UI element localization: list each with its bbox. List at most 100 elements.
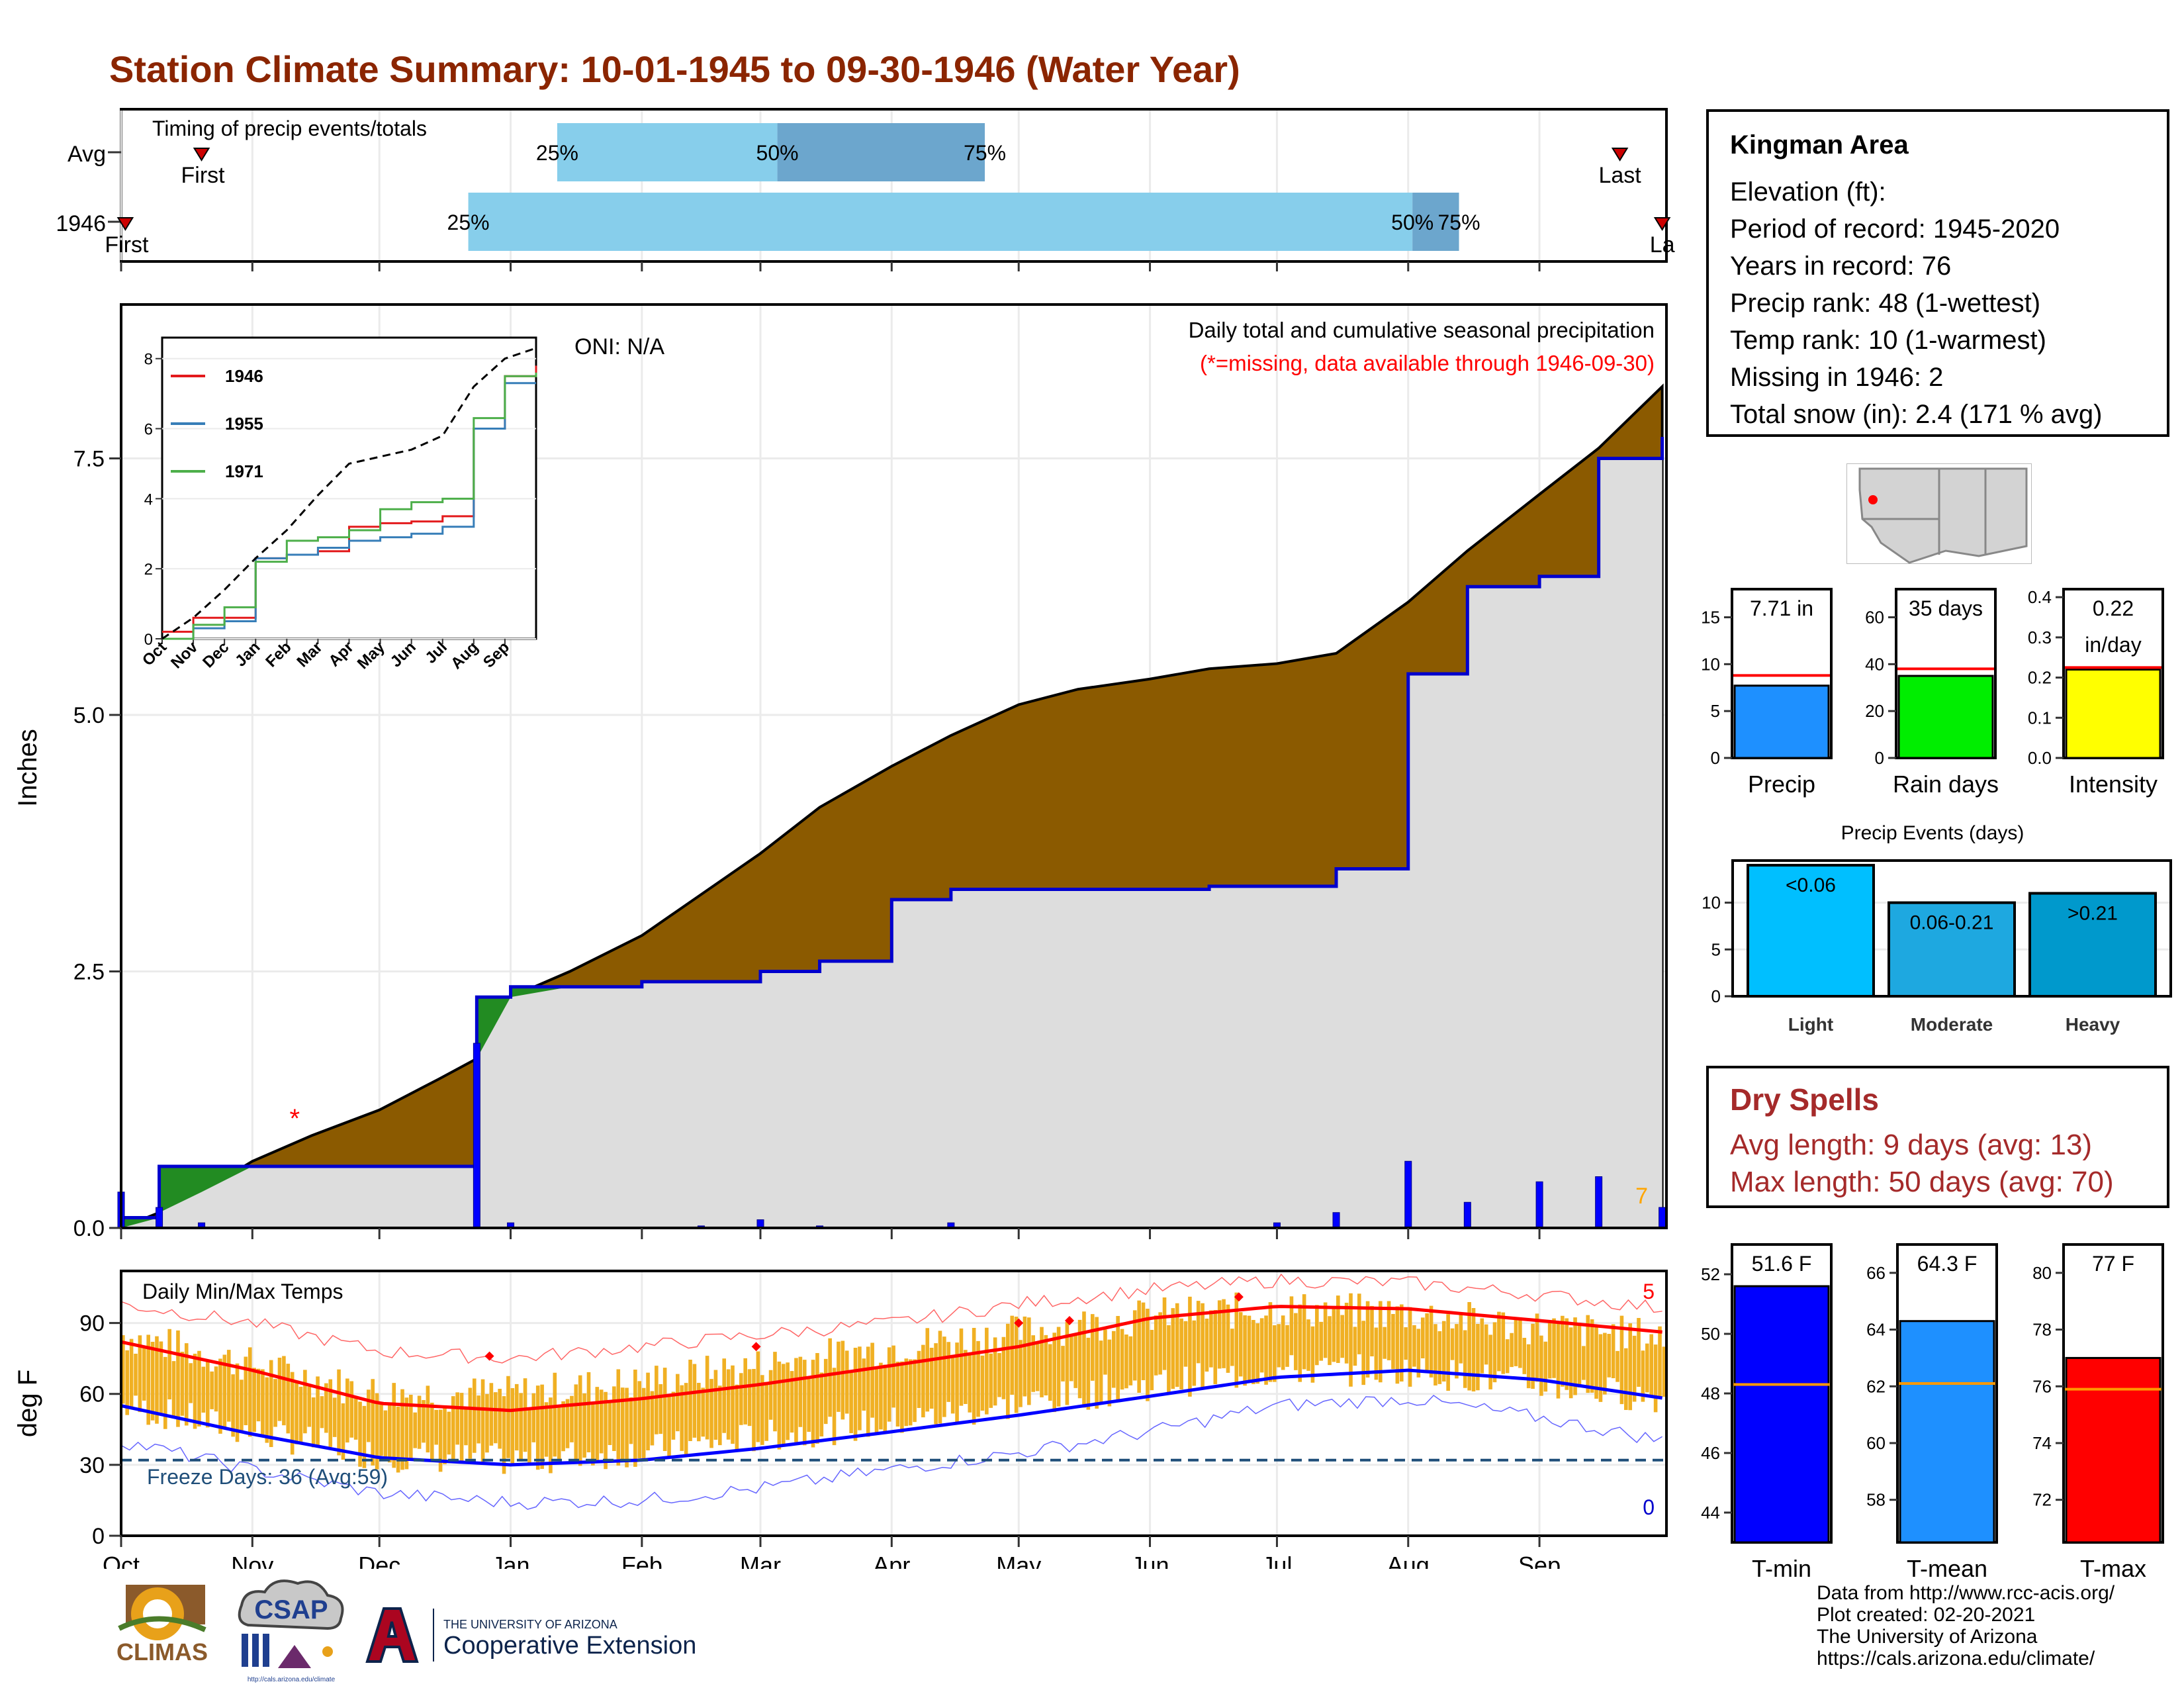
precip-events-chart: Precip Events (days) 0 5 10 <0.06 Light 0.06-0…: [1702, 822, 2172, 1035]
daily-temp-range-bars: [121, 1292, 1666, 1474]
last-event-marker: [1611, 148, 1629, 162]
timing-pct-50: 50%: [1391, 211, 1433, 234]
inset-line-1971: [162, 372, 537, 640]
precip-stat-1-bar: [1897, 675, 1994, 759]
timing-pct-25: 25%: [536, 141, 578, 165]
record-high-marker: [1064, 1316, 1074, 1325]
temp-panel-frame: [120, 1270, 1668, 1537]
page-title: Station Climate Summary: 10-01-1945 to 0…: [109, 48, 1240, 90]
station-info-box: Kingman Area Elevation (ft): Period of r…: [1706, 109, 2169, 437]
precip-panel-frame: [120, 303, 1668, 1229]
ua-logo: THE UNIVERSITY OF ARIZONA Cooperative Ex…: [361, 1602, 745, 1668]
precip-event-bar-light: [1747, 864, 1875, 998]
precip-stat-2-bar: [2065, 668, 2161, 759]
temp-stat-2-tick-label: 76: [2032, 1376, 2052, 1396]
precip-stat-1-tick-label: 0: [1875, 748, 1884, 768]
precip-stat-1-tick-label: 20: [1865, 701, 1884, 721]
daily-precip-bar: [156, 1207, 163, 1229]
precip-stat-2-tick-label: 0.0: [2028, 748, 2052, 768]
dry-max-length: Max length: 50 days (avg: 70): [1730, 1166, 2114, 1198]
daily-precip-bar: [473, 1043, 480, 1229]
precip-stat-2-tick-label: 0.3: [2028, 628, 2052, 647]
month-label: Dec: [358, 1552, 400, 1569]
station-location-dot: [1868, 495, 1878, 504]
footer-line-source: Data from http://www.rcc-acis.org/: [1817, 1582, 2115, 1604]
record-min-line: [120, 1394, 1662, 1510]
first-event-label: First: [181, 163, 226, 188]
precip-events-title: Precip Events (days): [1841, 822, 2025, 844]
csap-logo-text: CSAP: [254, 1595, 328, 1624]
temp-y-tick-label: 90: [79, 1311, 105, 1336]
inset-average-line: [161, 347, 537, 640]
temp-stat-2-tick-label: 74: [2032, 1433, 2052, 1453]
missing-data-marker: *: [289, 1104, 300, 1133]
precip-y-tick-label: 5.0: [73, 703, 105, 728]
last-event-label: Last: [1598, 163, 1641, 188]
timing-pct-75: 75%: [964, 141, 1006, 165]
temp-stat-0-tick-label: 48: [1701, 1383, 1720, 1403]
month-label: Apr: [873, 1552, 910, 1569]
precip-stat-2-value: 0.22: [2093, 596, 2134, 620]
precip-y-axis-title: Inches: [13, 729, 42, 807]
month-label: Sep: [1518, 1552, 1561, 1569]
inset-y-tick-label: 2: [144, 561, 153, 579]
inset-frame: [161, 336, 537, 640]
daily-precip-bar: [1535, 1181, 1543, 1229]
year-cumulative-area: [121, 436, 1662, 1229]
footer-credits: Data from http://www.rcc-acis.org/ Plot …: [1817, 1582, 2115, 1669]
month-label: Jan: [492, 1552, 530, 1569]
precip-chart: * 0.0 2.5 5.0 7.5 Inches ONI: N/A Daily total a…: [13, 303, 1668, 1241]
timing-pct-75: 75%: [1438, 211, 1480, 234]
first-event-marker: [193, 148, 210, 162]
dry-spells-box: Dry Spells Avg length: 9 days (avg: 13) …: [1706, 1066, 2169, 1208]
temp-stat-1-bar: [1899, 1320, 1995, 1544]
precip-stat-2-tick-label: 0.2: [2028, 668, 2052, 688]
precip-event-label: Moderate: [1911, 1014, 1993, 1035]
precip-caption: Daily total and cumulative seasonal prec…: [1189, 318, 1655, 342]
ua-small-text: THE UNIVERSITY OF ARIZONA: [443, 1618, 617, 1631]
info-temp-rank: Temp rank: 10 (1-warmest): [1730, 326, 2046, 355]
inset-legend-label: 1946: [225, 366, 263, 386]
temp-y-tick-label: 60: [79, 1382, 105, 1407]
temp-stat-0-tick-label: 50: [1701, 1324, 1720, 1344]
month-label: Mar: [740, 1552, 781, 1569]
timing-bar-25-50: [557, 123, 778, 181]
record-high-marker: [1234, 1292, 1244, 1302]
precip-stat-2-tick-label: 0.4: [2028, 587, 2052, 607]
precip-stat-0-tick-label: 5: [1711, 701, 1720, 721]
first-event-label: First: [105, 232, 149, 258]
missing-note: (*=missing, data available through 1946-…: [1200, 351, 1655, 375]
info-period: Period of record: 1945-2020: [1730, 214, 2060, 244]
inset-legend-label: 1971: [225, 461, 263, 481]
inset-y-tick-label: 8: [144, 351, 153, 369]
footer-line-url: https://cals.arizona.edu/climate/: [1817, 1648, 2095, 1669]
temp-stat-2-bar: [2065, 1356, 2161, 1544]
temp-stat-1-tick-label: 62: [1866, 1376, 1886, 1396]
temp-stat-1-label: T-mean: [1907, 1555, 1987, 1582]
precip-events-tick-label: 0: [1711, 986, 1721, 1006]
last-event-marker: [1653, 217, 1671, 231]
temp-y-tick-label: 30: [79, 1453, 105, 1478]
precip-event-bar-heavy: [2028, 892, 2157, 998]
month-label: May: [996, 1552, 1041, 1569]
timing-bar-50-75: [777, 123, 985, 181]
record-max-line: [120, 1273, 1662, 1364]
oni-label: ONI: N/A: [574, 334, 664, 359]
last-event-label: La: [1650, 232, 1675, 258]
temp-stat-1-tick-label: 60: [1866, 1433, 1886, 1453]
record-high-count: 5: [1643, 1280, 1655, 1303]
timing-row-label: 1946: [56, 211, 106, 236]
csap-logo-url: http://cals.arizona.edu/climate: [248, 1676, 336, 1683]
precip-stat-1-value: 35 days: [1909, 596, 1983, 620]
precip-stat-0-bar: [1733, 684, 1830, 759]
temp-stat-1-value: 64.3 F: [1917, 1252, 1978, 1276]
inset-legend-label: 1955: [225, 414, 263, 434]
temp-stat-2-tick-label: 78: [2032, 1320, 2052, 1340]
climas-logo: CLIMAS: [106, 1582, 218, 1681]
precip-events-tick-label: 10: [1702, 893, 1721, 913]
precip-stat-0-tick-label: 10: [1701, 654, 1720, 674]
temp-stat-0-tick-label: 44: [1701, 1503, 1720, 1523]
temp-stat-1-tick-label: 58: [1866, 1490, 1886, 1510]
precip-event-bar-text: 0.06-0.21: [1910, 912, 1994, 934]
precip-stat-0-value: 7.71 in: [1750, 596, 1813, 620]
